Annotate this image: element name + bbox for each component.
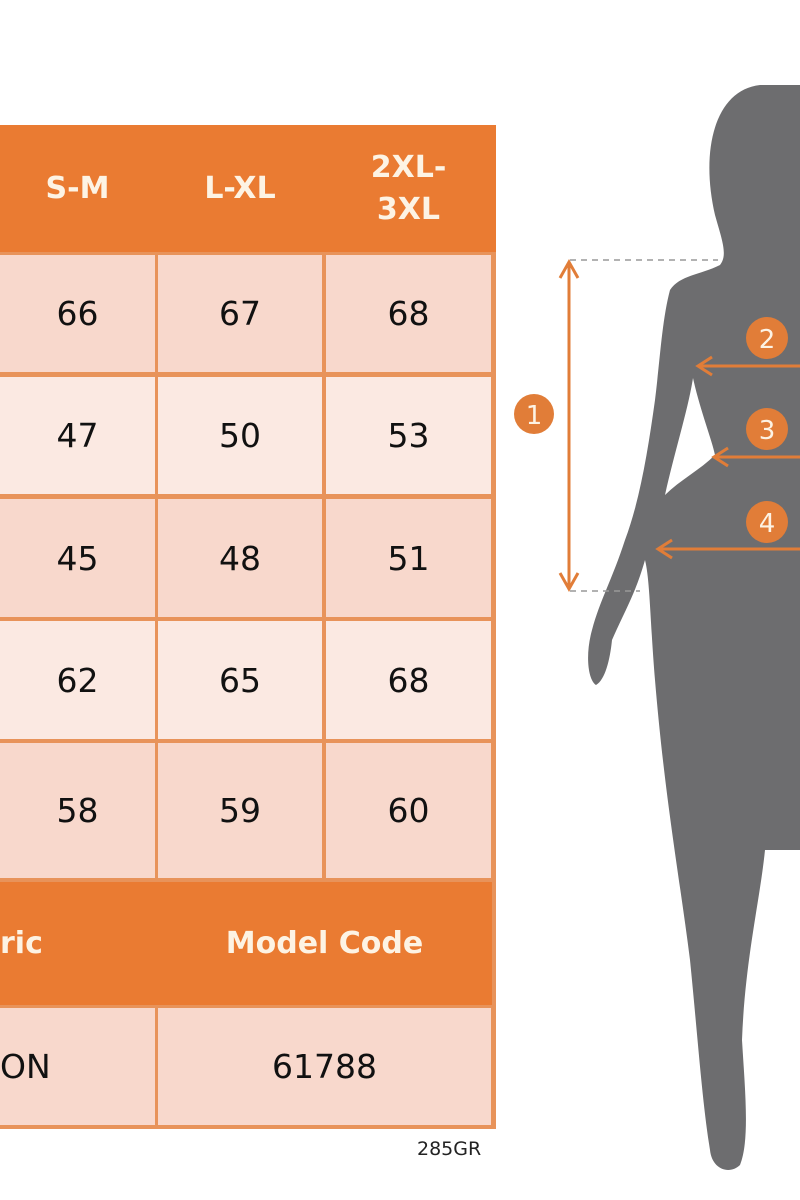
table-cell: 67 <box>158 255 322 372</box>
info-header-model-code: Model Code <box>158 882 491 1005</box>
arrow-head-left-icon <box>655 538 673 560</box>
marker-4: 4 <box>759 509 776 539</box>
table-cell: 53 <box>326 377 491 494</box>
table-cell: 47 <box>0 377 155 494</box>
arrow-head-down-icon <box>558 572 580 593</box>
arrow-head-left-icon <box>695 355 713 377</box>
table-cell: 45 <box>0 499 155 617</box>
woman-silhouette <box>588 85 800 1170</box>
arrow-head-left-icon <box>711 446 729 468</box>
table-cell: 59 <box>158 743 322 878</box>
arrow-head-up-icon <box>558 258 580 279</box>
info-fabric-value: ON <box>0 1008 155 1125</box>
table-cell: 50 <box>158 377 322 494</box>
table-cell: 51 <box>326 499 491 617</box>
marker-2: 2 <box>759 325 776 355</box>
marker-3: 3 <box>759 416 776 446</box>
table-cell: 66 <box>0 255 155 372</box>
waist-gap <box>665 378 715 495</box>
marker-1: 1 <box>526 401 543 431</box>
table-cell: 58 <box>0 743 155 878</box>
table-cell: 48 <box>158 499 322 617</box>
marker-3-circle <box>746 408 788 450</box>
table-cell: 68 <box>326 255 491 372</box>
table-cell: 68 <box>326 621 491 739</box>
table-cell: 65 <box>158 621 322 739</box>
table-cell: 60 <box>326 743 491 878</box>
info-header-fabric: ric <box>0 882 43 1005</box>
marker-4-circle <box>746 501 788 543</box>
table-cell: 62 <box>0 621 155 739</box>
marker-1-circle <box>514 394 554 434</box>
header-l-xl: L-XL <box>158 125 322 252</box>
header-s-m: S-M <box>0 125 155 252</box>
marker-2-circle <box>746 317 788 359</box>
header-2xl-3xl: 2XL- 3XL <box>326 125 491 252</box>
chart-code: 285GR <box>417 1138 482 1160</box>
info-model-code-value: 61788 <box>158 1008 491 1125</box>
